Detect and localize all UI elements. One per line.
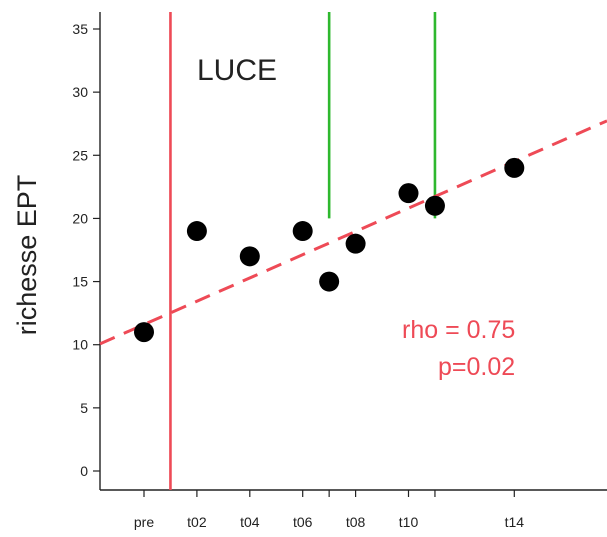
y-tick-label: 20 — [72, 210, 88, 226]
vertical-markers — [169, 12, 437, 490]
x-tick-label: t02 — [187, 514, 207, 530]
data-point — [424, 195, 445, 216]
x-tick-label: t14 — [505, 514, 525, 530]
y-tick-label: 15 — [72, 274, 88, 290]
data-point — [186, 221, 207, 242]
data-points — [134, 157, 525, 343]
x-tick-label: t04 — [240, 514, 260, 530]
trend-line-group — [99, 119, 607, 346]
y-tick-labels: 0 5 10 15 20 25 30 35 — [72, 21, 100, 479]
data-point — [319, 271, 340, 292]
data-point — [345, 233, 366, 254]
panel-label: LUCE — [197, 54, 277, 87]
data-point — [239, 246, 260, 267]
y-tick-label: 35 — [72, 21, 88, 37]
data-point — [398, 183, 419, 204]
p-value-annotation: p=0.02 — [438, 353, 515, 381]
data-point — [504, 157, 525, 178]
y-tick-label: 10 — [72, 337, 88, 353]
x-tick-label: pre — [134, 514, 154, 530]
trend-line — [99, 119, 607, 346]
y-axis-title: richesse EPT — [12, 175, 42, 336]
data-point — [134, 322, 154, 343]
x-tick-labels: pre t02 t04 t06 t08 t10 t14 — [134, 490, 524, 530]
x-tick-label: t10 — [399, 514, 419, 530]
y-tick-label: 30 — [72, 84, 88, 100]
y-tick-label: 0 — [80, 463, 88, 479]
data-point — [292, 221, 313, 242]
y-tick-label: 5 — [80, 400, 88, 416]
x-tick-label: t08 — [346, 514, 366, 530]
y-tick-label: 25 — [72, 147, 88, 163]
rho-annotation: rho = 0.75 — [402, 316, 515, 344]
x-tick-label: t06 — [293, 514, 313, 530]
